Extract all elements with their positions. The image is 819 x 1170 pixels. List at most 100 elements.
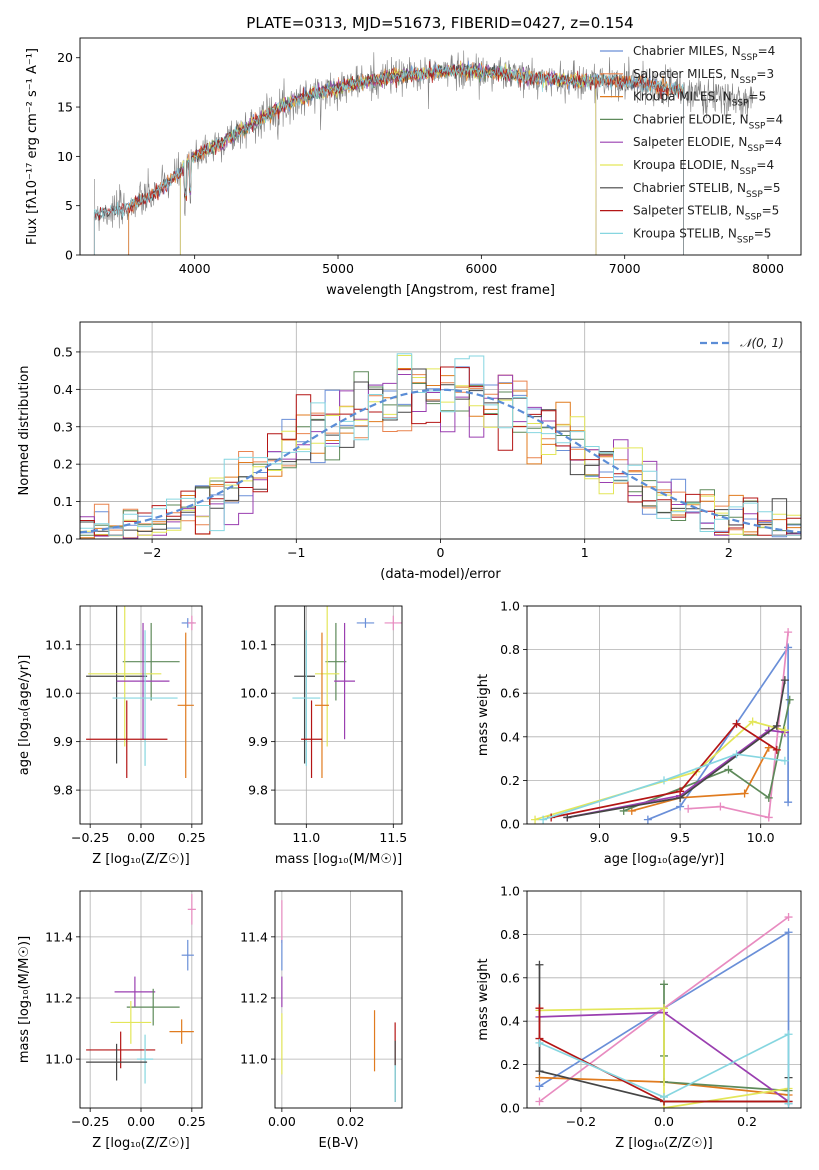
x-tick-label: −0.2	[566, 1114, 596, 1129]
legend-label: Salpeter MILES, NSSP=3	[633, 67, 774, 86]
x-tick-label: 0	[437, 545, 445, 560]
y-tick-label: 0.3	[53, 419, 73, 434]
model-spectrum-line	[93, 63, 684, 255]
weight-marker	[535, 1097, 544, 1106]
axes-frame	[274, 890, 403, 1109]
plot-area	[531, 628, 794, 824]
weight-marker	[676, 787, 685, 796]
x-tick-label: 7000	[609, 261, 641, 276]
weight-line	[539, 1007, 789, 1108]
y-tick-label: 0	[65, 248, 73, 263]
weight-marker	[732, 719, 741, 728]
weight-marker	[784, 913, 793, 922]
weight-line	[534, 720, 786, 821]
model-spectrum-line	[179, 63, 597, 255]
legend-label: Kroupa ELODIE, NSSP=4	[633, 158, 774, 177]
legend-label: Salpeter ELODIE, NSSP=4	[633, 135, 782, 154]
x-tick-label: −2	[143, 545, 161, 560]
weight-marker	[780, 726, 789, 735]
panel-mass_vs_EBV: 0.00 0.02 11.0 11.2 11.4 E(B-V)	[240, 890, 403, 1151]
weight-marker	[748, 717, 757, 726]
panel-massweight_vs_age: 9.0 9.5 10.0 0.0 0.2 0.4 0.6 0.8 1.0 age [log₁₀(a…	[476, 599, 802, 867]
weight-marker	[716, 802, 725, 811]
y-tick-label: 11.4	[240, 929, 268, 944]
y-tick-label: 0.6	[500, 686, 520, 701]
y-tick-label: 10.1	[240, 637, 268, 652]
weight-marker	[724, 765, 733, 774]
x-tick-label: 0.00	[127, 1114, 155, 1129]
y-tick-label: 11.2	[45, 990, 73, 1005]
y-axis-label: mass weight	[476, 674, 491, 756]
legend-label: Kroupa STELIB, NSSP=5	[633, 226, 771, 245]
model-spectrum-line	[128, 60, 684, 255]
weight-line	[539, 930, 790, 1104]
weight-marker	[660, 1093, 668, 1102]
weight-marker	[772, 721, 781, 730]
y-tick-label: 0.8	[500, 642, 520, 657]
weight-marker	[732, 750, 741, 759]
x-tick-label: 0.00	[127, 830, 155, 845]
x-tick-label: 0.0	[654, 1114, 674, 1129]
y-tick-label: 10.0	[45, 686, 73, 701]
y-tick-label: 0.5	[53, 344, 73, 359]
normal-curve	[80, 388, 801, 534]
y-tick-label: 11.0	[240, 1052, 268, 1067]
weight-marker	[643, 815, 652, 824]
weight-line	[567, 729, 786, 819]
legend-label: Chabrier STELIB, NSSP=5	[633, 181, 781, 200]
x-tick-label: 1	[581, 545, 589, 560]
axes-frame	[79, 605, 203, 825]
y-tick-label: 0.0	[500, 1101, 520, 1116]
weight-marker	[684, 804, 693, 813]
weight-line	[623, 699, 791, 812]
y-tick-label: 10.0	[240, 686, 268, 701]
x-axis-label: Z [log₁₀(Z/Z☉)]	[92, 852, 189, 867]
weight-marker	[764, 793, 773, 802]
y-axis-label: Normed distribution	[17, 366, 32, 496]
y-tick-label: 1.0	[500, 884, 520, 899]
panel-residuals: −2 −1 0 1 2 0.0 0.1 0.2 0.3 0.4 0.5 (data-model)/er…	[17, 321, 802, 582]
y-tick-label: 0.4	[53, 382, 73, 397]
x-axis-label: (data-model)/error	[380, 567, 501, 582]
weight-line	[539, 1032, 790, 1104]
weight-marker	[784, 643, 793, 652]
y-tick-label: 9.8	[53, 783, 73, 798]
model-spectrum-line	[128, 62, 684, 255]
x-tick-label: 9.0	[590, 830, 610, 845]
panel-age_vs_Z: −0.25 0.00 0.25 9.8 9.9 10.0 10.1 Z [log₁₀(Z/Z☉…	[17, 605, 206, 867]
x-axis-label: wavelength [Angstrom, rest frame]	[326, 283, 555, 298]
x-tick-label: 0.00	[268, 1114, 296, 1129]
x-tick-label: −1	[287, 545, 305, 560]
x-tick-label: 10.0	[747, 830, 775, 845]
x-tick-label: 8000	[752, 261, 784, 276]
weight-line	[631, 747, 770, 812]
residual-legend: 𝒩(0, 1)	[700, 336, 784, 350]
y-axis-label: mass [log₁₀(M/M☉)]	[17, 936, 32, 1063]
weight-line	[567, 679, 786, 819]
weight-marker	[535, 1067, 544, 1076]
y-tick-label: 11.0	[45, 1052, 73, 1067]
legend-label: 𝒩(0, 1)	[740, 336, 784, 350]
residual-histogram	[80, 353, 801, 536]
spectrum-legend: Chabrier MILES, NSSP=4 Salpeter MILES, NS…	[600, 44, 783, 245]
y-tick-label: 11.4	[45, 929, 73, 944]
y-tick-label: 0.8	[500, 927, 520, 942]
weight-marker	[785, 695, 794, 704]
weight-marker	[531, 815, 540, 824]
axes-frame	[79, 321, 802, 540]
weight-marker	[535, 1082, 544, 1091]
weight-marker	[764, 813, 773, 822]
x-axis-label: Z [log₁₀(Z/Z☉)]	[615, 1136, 712, 1151]
model-spectrum-line	[179, 62, 597, 255]
x-tick-label: 4000	[179, 261, 211, 276]
axes-frame	[526, 890, 802, 1109]
x-tick-label: 6000	[465, 261, 497, 276]
weight-marker	[660, 1004, 668, 1013]
y-tick-label: 9.8	[248, 783, 268, 798]
plot-area	[93, 50, 754, 255]
y-axis-label: mass weight	[476, 958, 491, 1040]
y-tick-label: 10.1	[45, 637, 73, 652]
weight-marker	[772, 745, 781, 754]
axes-frame	[79, 37, 802, 256]
